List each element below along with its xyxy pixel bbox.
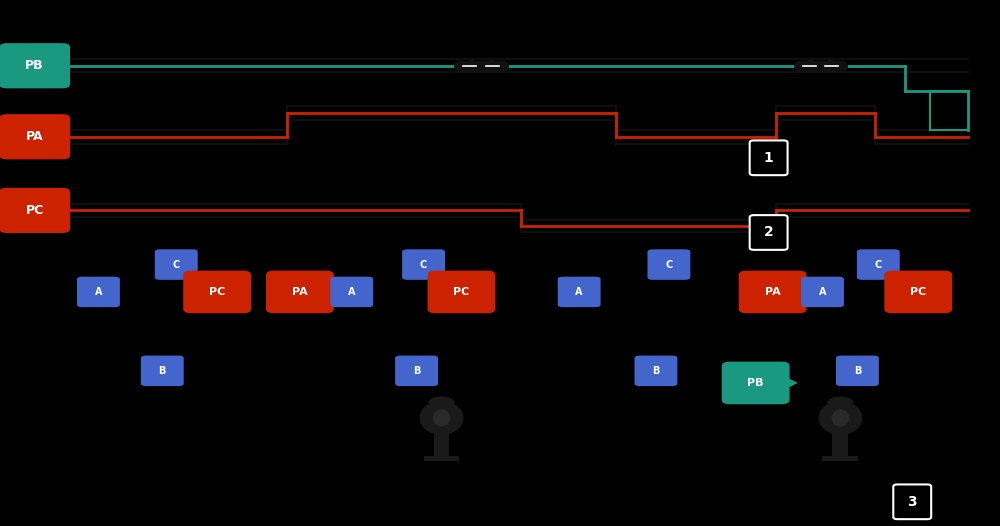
- FancyBboxPatch shape: [402, 249, 445, 280]
- FancyBboxPatch shape: [558, 277, 601, 307]
- Text: B: B: [413, 366, 420, 376]
- FancyBboxPatch shape: [141, 356, 184, 386]
- FancyBboxPatch shape: [884, 270, 952, 313]
- FancyBboxPatch shape: [0, 188, 70, 233]
- FancyBboxPatch shape: [857, 249, 900, 280]
- FancyBboxPatch shape: [739, 270, 807, 313]
- FancyBboxPatch shape: [750, 215, 788, 250]
- Text: C: C: [875, 259, 882, 270]
- Text: PA: PA: [292, 287, 308, 297]
- Text: C: C: [420, 259, 427, 270]
- FancyBboxPatch shape: [155, 249, 198, 280]
- FancyBboxPatch shape: [750, 140, 788, 175]
- Text: C: C: [173, 259, 180, 270]
- FancyBboxPatch shape: [634, 356, 677, 386]
- Ellipse shape: [428, 397, 455, 409]
- FancyBboxPatch shape: [428, 270, 495, 313]
- FancyBboxPatch shape: [395, 356, 438, 386]
- Text: PB: PB: [25, 59, 44, 72]
- Ellipse shape: [818, 401, 862, 435]
- Ellipse shape: [832, 409, 849, 427]
- FancyBboxPatch shape: [722, 362, 790, 404]
- Text: A: A: [819, 287, 826, 297]
- Text: B: B: [159, 366, 166, 376]
- FancyBboxPatch shape: [836, 356, 879, 386]
- FancyBboxPatch shape: [266, 270, 334, 313]
- Text: PC: PC: [910, 287, 926, 297]
- Ellipse shape: [433, 409, 450, 427]
- FancyBboxPatch shape: [801, 277, 844, 307]
- Text: PC: PC: [453, 287, 470, 297]
- FancyBboxPatch shape: [832, 429, 848, 458]
- Polygon shape: [464, 60, 473, 71]
- FancyBboxPatch shape: [183, 270, 251, 313]
- Text: PC: PC: [209, 287, 225, 297]
- Text: A: A: [575, 287, 583, 297]
- Ellipse shape: [420, 401, 463, 435]
- Text: B: B: [652, 366, 660, 376]
- FancyBboxPatch shape: [77, 277, 120, 307]
- Text: A: A: [348, 287, 356, 297]
- Text: PA: PA: [26, 130, 43, 143]
- FancyBboxPatch shape: [424, 456, 459, 461]
- Polygon shape: [489, 60, 498, 71]
- Text: 2: 2: [764, 226, 774, 239]
- FancyBboxPatch shape: [893, 484, 931, 519]
- FancyBboxPatch shape: [822, 456, 858, 461]
- Text: PB: PB: [747, 378, 764, 388]
- Text: C: C: [665, 259, 673, 270]
- FancyBboxPatch shape: [647, 249, 690, 280]
- Text: 3: 3: [907, 495, 917, 509]
- Text: A: A: [95, 287, 102, 297]
- FancyBboxPatch shape: [434, 429, 449, 458]
- Ellipse shape: [827, 397, 854, 409]
- Text: B: B: [854, 366, 861, 376]
- FancyBboxPatch shape: [0, 43, 70, 88]
- Text: PC: PC: [26, 204, 44, 217]
- Text: PA: PA: [765, 287, 780, 297]
- FancyBboxPatch shape: [330, 277, 373, 307]
- Polygon shape: [828, 60, 837, 71]
- FancyBboxPatch shape: [0, 114, 70, 159]
- Text: 1: 1: [764, 151, 774, 165]
- Polygon shape: [804, 60, 813, 71]
